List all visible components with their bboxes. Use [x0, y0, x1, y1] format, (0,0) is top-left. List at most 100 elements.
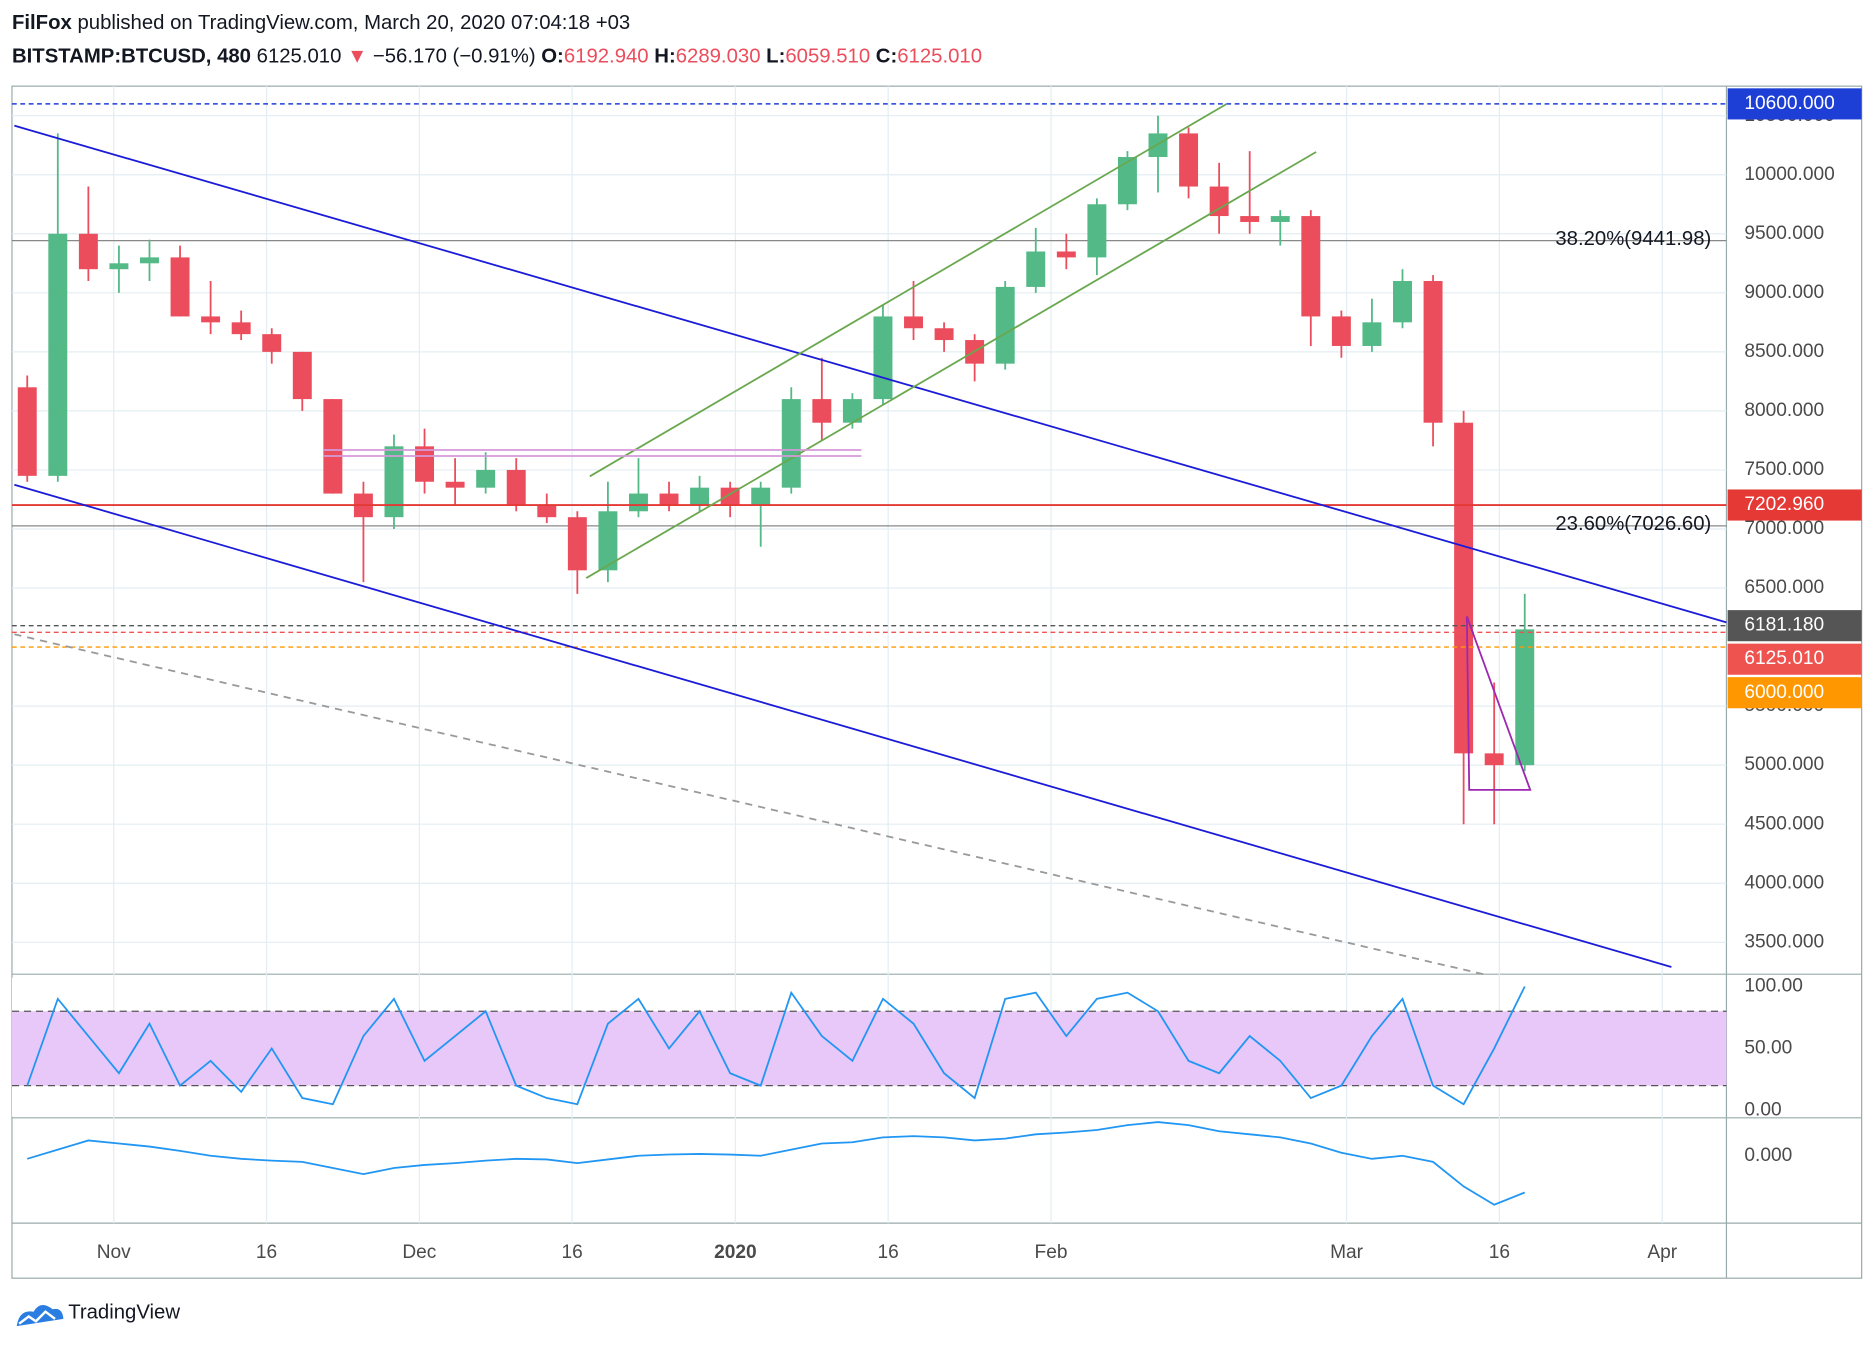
- candle-body: [1087, 204, 1107, 258]
- stoch-band: [11, 1011, 1727, 1086]
- x-tick-label: Feb: [1035, 1242, 1068, 1263]
- candle-body: [140, 257, 159, 264]
- fib-label: 23.60%(7026.60): [1555, 513, 1711, 535]
- candle-body: [1117, 157, 1137, 205]
- price-badge: [1727, 677, 1862, 709]
- price-badge-label: 10600.000: [1744, 93, 1834, 114]
- y-tick-label: 10000.000: [1744, 164, 1834, 185]
- y-tick-label: 50.00: [1744, 1038, 1792, 1059]
- published: published on TradingView.com, March 20, …: [77, 12, 630, 34]
- price-badge-label: 6125.010: [1744, 648, 1824, 669]
- candle-body: [904, 316, 923, 329]
- y-tick-label: 5000.000: [1744, 754, 1824, 775]
- y-tick-label: 9500.000: [1744, 223, 1824, 244]
- candle-body: [1148, 133, 1168, 158]
- candle-body: [781, 399, 801, 488]
- candle-body: [1362, 322, 1382, 346]
- ohlc-value: 6289.030: [676, 46, 761, 68]
- candle-body: [78, 233, 98, 270]
- x-tick-label: 16: [1489, 1242, 1510, 1263]
- x-tick-label: Dec: [402, 1242, 436, 1263]
- x-tick-label: 16: [256, 1242, 277, 1263]
- price-badge-label: 6000.000: [1744, 682, 1824, 703]
- candle-body: [1270, 216, 1290, 222]
- y-tick-label: 0.000: [1744, 1145, 1792, 1166]
- ohlc-value: 6059.510: [785, 46, 870, 68]
- change: −56.170 (−0.91%): [373, 46, 536, 68]
- y-tick-label: 3500.000: [1744, 931, 1824, 952]
- last-price: 6125.010: [257, 46, 342, 68]
- candle-body: [17, 387, 37, 476]
- candle-body: [1026, 251, 1046, 287]
- candle-body: [109, 263, 129, 270]
- candle-body: [1515, 629, 1535, 766]
- candle-body: [812, 399, 832, 423]
- triangle: [1465, 616, 1532, 791]
- candle-body: [1209, 186, 1229, 217]
- candle-body: [201, 316, 221, 323]
- y-tick-label: 7000.000: [1744, 518, 1824, 539]
- chart-layers: Nov16Dec16202016FebMar16Apr10500.0001000…: [11, 86, 1862, 1263]
- candle-body: [292, 351, 312, 400]
- candle-body: [995, 286, 1015, 364]
- fib-label: 38.20%(9441.98): [1555, 228, 1711, 250]
- x-tick-label: Nov: [97, 1242, 131, 1263]
- y-tick-label: 9000.000: [1744, 282, 1824, 303]
- ohlc-key: O:: [541, 46, 564, 68]
- y-tick-label: 4500.000: [1744, 813, 1824, 834]
- brand: TradingView: [68, 1301, 180, 1323]
- price-badge: [1727, 88, 1862, 120]
- y-tick-label: 6500.000: [1744, 577, 1824, 598]
- channel-line: [589, 103, 1227, 478]
- y-tick-label: 7500.000: [1744, 459, 1824, 480]
- candle-body: [1484, 753, 1504, 766]
- stoch-line: [26, 986, 1526, 1106]
- ohlc-key: H:: [654, 46, 675, 68]
- author: FilFox: [12, 12, 73, 34]
- candle-body: [170, 257, 190, 317]
- y-tick-label: 8000.000: [1744, 400, 1824, 421]
- candle-body: [476, 469, 496, 488]
- candle-body: [1056, 251, 1076, 258]
- drawings: [14, 103, 1727, 976]
- candle-body: [262, 334, 282, 352]
- candle-body: [934, 328, 954, 341]
- y-tick-label: 4000.000: [1744, 872, 1824, 893]
- candle-body: [445, 481, 465, 488]
- candle-body: [842, 399, 862, 423]
- price-badge-label: 7202.960: [1744, 494, 1824, 515]
- candle-body: [751, 487, 771, 506]
- candle-body: [628, 493, 648, 512]
- candle-body: [1423, 281, 1443, 423]
- candle-body: [1454, 422, 1474, 754]
- candle-body: [1331, 316, 1351, 346]
- trend-line: [14, 633, 1484, 976]
- x-tick-label: 2020: [714, 1242, 757, 1263]
- candle-body: [1301, 216, 1321, 317]
- candle-body: [48, 233, 68, 476]
- candle-body: [1240, 216, 1260, 222]
- candle-body: [873, 316, 893, 400]
- logo: [16, 1305, 64, 1327]
- header-line2: BITSTAMP:BTCUSD, 480 6125.010 ▼ −56.170 …: [12, 46, 982, 68]
- candle-body: [415, 446, 435, 482]
- price-badge: [1727, 643, 1862, 675]
- candle-body: [384, 446, 404, 518]
- x-tick-label: Mar: [1330, 1242, 1364, 1263]
- y-tick-label: 8500.000: [1744, 341, 1824, 362]
- candle-body: [1179, 133, 1199, 187]
- x-tick-label: 16: [562, 1242, 583, 1263]
- ohlc-value: 6192.940: [564, 46, 649, 68]
- arrow: ▼: [347, 46, 367, 68]
- price-badge-label: 6181.180: [1744, 615, 1824, 636]
- candle-body: [659, 493, 679, 506]
- candle-body: [323, 399, 343, 494]
- candle-body: [690, 487, 710, 506]
- candle-body: [506, 469, 526, 506]
- header-line1: FilFox published on TradingView.com, Mar…: [12, 12, 630, 34]
- ohlc-value: 6125.010: [897, 46, 982, 68]
- y-tick-label: 100.00: [1744, 976, 1802, 997]
- channel-line: [585, 151, 1317, 579]
- y-tick-label: 0.00: [1744, 1099, 1781, 1120]
